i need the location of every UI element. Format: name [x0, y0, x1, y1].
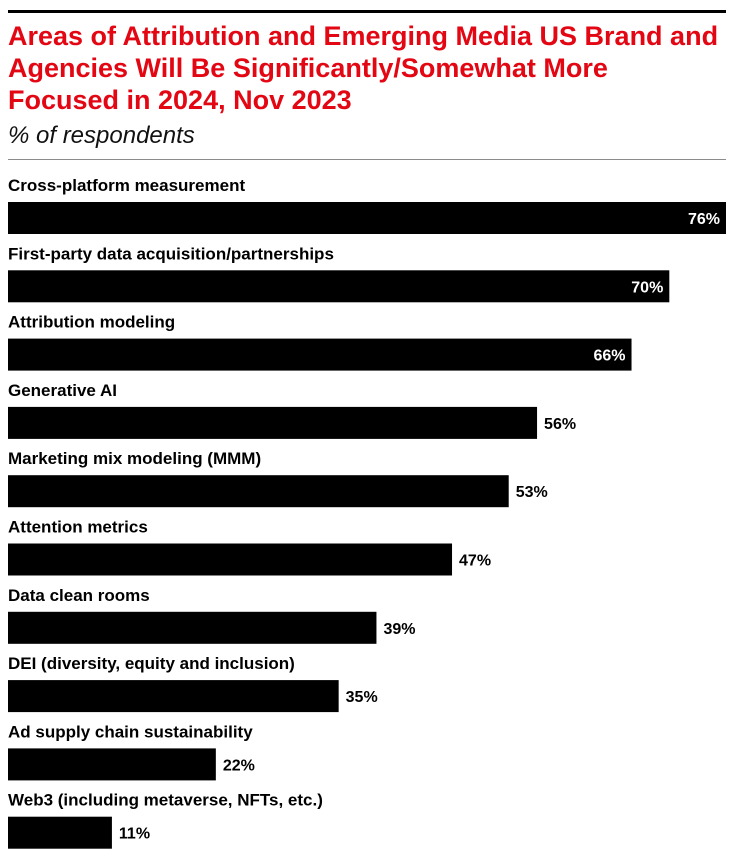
bar [8, 406, 538, 439]
category-label: Cross-platform measurement [8, 176, 245, 195]
category-label: Attribution modeling [8, 313, 175, 332]
value-label: 70% [631, 279, 663, 296]
bar [8, 543, 453, 576]
category-label: Attention metrics [8, 518, 148, 537]
bar [8, 611, 377, 644]
value-label: 66% [593, 348, 625, 365]
value-label: 11% [119, 826, 150, 843]
category-label: Marketing mix modeling (MMM) [8, 449, 261, 468]
category-label: Ad supply chain sustainability [8, 722, 253, 741]
chart-title: Areas of Attribution and Emerging Media … [8, 21, 719, 115]
chart-subtitle: % of respondents [8, 122, 195, 149]
bar [8, 270, 670, 303]
value-label: 76% [688, 211, 720, 228]
bar [8, 475, 509, 508]
bar [8, 680, 339, 713]
top-rule [8, 10, 726, 13]
bar [8, 202, 726, 234]
category-label: Web3 (including metaverse, NFTs, etc.) [8, 791, 323, 810]
value-label: 56% [544, 416, 576, 433]
bar [8, 816, 112, 849]
bar [8, 748, 216, 781]
value-label: 47% [459, 553, 491, 570]
category-label: Data clean rooms [8, 586, 150, 605]
subtitle-rule [8, 159, 726, 160]
value-label: 35% [346, 689, 378, 706]
value-label: 53% [516, 484, 548, 501]
category-label: DEI (diversity, equity and inclusion) [8, 654, 295, 673]
category-label: Generative AI [8, 381, 117, 400]
category-label: First-party data acquisition/partnership… [8, 244, 334, 263]
value-label: 22% [223, 757, 255, 774]
value-label: 39% [383, 621, 415, 638]
bar [8, 338, 632, 371]
